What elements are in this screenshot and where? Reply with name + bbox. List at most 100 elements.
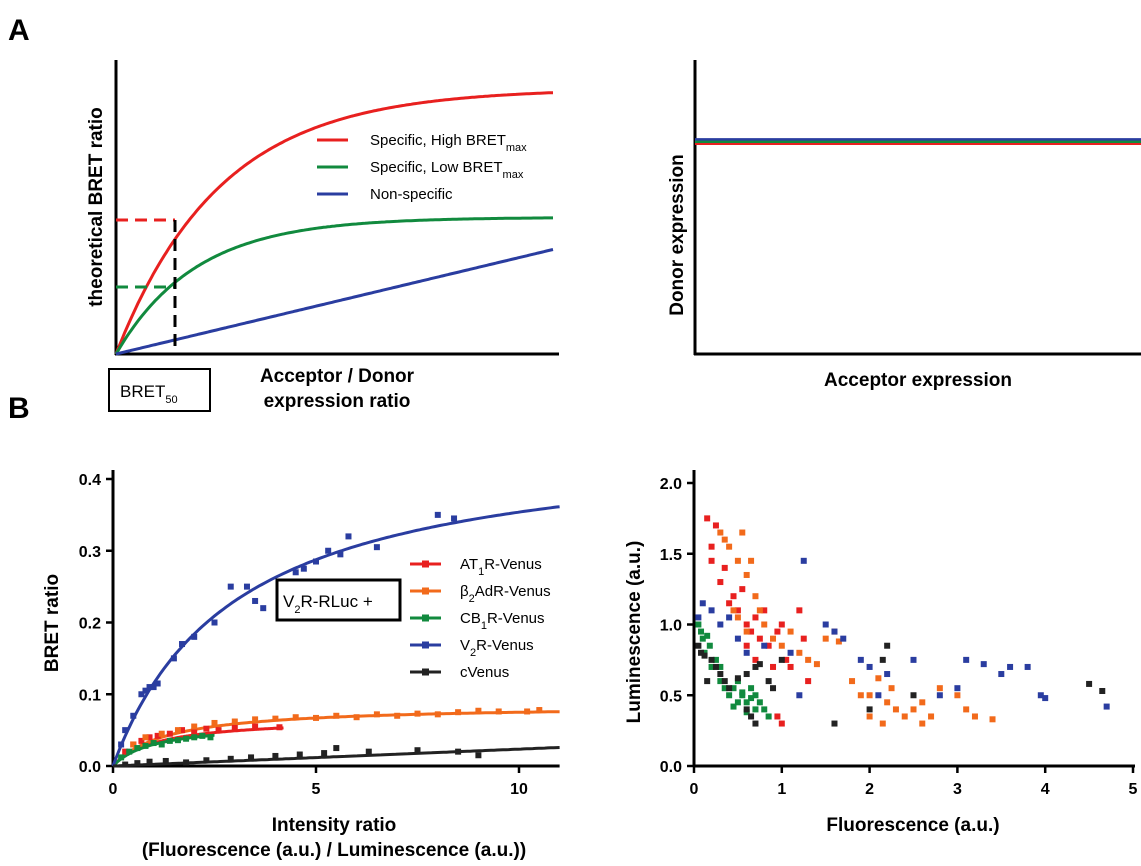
text-span: BRET xyxy=(120,382,165,401)
data-point xyxy=(260,605,267,612)
text-span: β xyxy=(460,583,469,600)
data-point xyxy=(730,703,737,710)
x-tick-label: 1 xyxy=(777,781,786,798)
data-point xyxy=(721,678,728,685)
data-point xyxy=(717,663,724,670)
data-point xyxy=(292,714,299,721)
data-point xyxy=(866,663,873,670)
data-point xyxy=(743,642,750,649)
data-point xyxy=(866,706,873,713)
data-point xyxy=(822,621,829,628)
data-point xyxy=(243,583,250,590)
data-point xyxy=(166,730,173,737)
data-point xyxy=(963,706,970,713)
data-point xyxy=(739,529,746,536)
data-point xyxy=(227,583,234,590)
data-point xyxy=(787,628,794,635)
data-point xyxy=(122,748,129,755)
data-point xyxy=(888,685,895,692)
legend-label: Specific, Low BRETmax xyxy=(370,159,524,181)
data-point xyxy=(191,633,198,640)
data-point xyxy=(699,600,706,607)
data-point xyxy=(919,699,926,706)
x-axis-title: Acceptor expression xyxy=(824,370,1012,391)
data-point xyxy=(849,678,856,685)
legend-marker xyxy=(422,641,429,649)
data-point xyxy=(536,707,543,714)
data-point xyxy=(765,713,772,720)
data-point xyxy=(752,614,759,621)
y-axis-title: Luminescence (a.u.) xyxy=(624,541,645,724)
data-point xyxy=(879,656,886,663)
curve-specific-low xyxy=(114,216,553,355)
data-point xyxy=(154,680,161,687)
y-axis-title: BRET ratio xyxy=(42,574,63,672)
data-point xyxy=(695,614,702,621)
data-point xyxy=(884,642,891,649)
data-point xyxy=(778,642,785,649)
data-point xyxy=(717,671,724,678)
y-tick-label: 0.1 xyxy=(79,687,101,704)
data-point xyxy=(227,755,234,762)
data-point xyxy=(142,742,149,749)
data-point xyxy=(300,565,307,572)
data-point xyxy=(333,712,340,719)
data-point xyxy=(698,628,705,635)
data-point xyxy=(730,593,737,600)
data-point xyxy=(215,727,222,734)
bret50-box xyxy=(108,368,211,412)
data-point xyxy=(1024,663,1031,670)
data-point xyxy=(1007,663,1014,670)
data-point xyxy=(414,747,421,754)
data-point xyxy=(936,685,943,692)
legend-marker xyxy=(422,560,429,568)
data-point xyxy=(706,642,713,649)
data-point xyxy=(207,734,214,741)
data-point xyxy=(726,543,733,550)
data-point xyxy=(1086,680,1093,687)
data-point xyxy=(1103,703,1110,710)
subscript: 2 xyxy=(294,604,300,616)
data-point xyxy=(734,557,741,564)
data-point xyxy=(150,740,157,747)
data-point xyxy=(158,741,165,748)
data-point xyxy=(734,675,741,682)
data-point xyxy=(146,758,153,765)
x-tick-label: 4 xyxy=(1041,781,1050,798)
subscript: 2 xyxy=(470,647,476,659)
data-point xyxy=(866,692,873,699)
data-point xyxy=(712,522,719,529)
data-point xyxy=(901,713,908,720)
data-point xyxy=(276,724,283,731)
data-point xyxy=(761,642,768,649)
text-span: V xyxy=(460,637,470,654)
data-point xyxy=(721,536,728,543)
data-point xyxy=(455,709,462,716)
data-point xyxy=(475,707,482,714)
data-point xyxy=(434,711,441,718)
fit-curve xyxy=(111,505,560,767)
data-point xyxy=(130,712,137,719)
data-point xyxy=(695,642,702,649)
data-point xyxy=(989,716,996,723)
data-point xyxy=(787,663,794,670)
text-span: Specific, Low BRET xyxy=(370,159,503,176)
data-point xyxy=(373,544,380,551)
x-tick-label: 10 xyxy=(510,781,528,798)
data-point xyxy=(980,661,987,668)
data-point xyxy=(730,685,737,692)
curve-specific-high xyxy=(114,91,553,355)
data-point xyxy=(158,730,165,737)
data-point xyxy=(313,558,319,565)
data-point xyxy=(333,745,340,752)
subscript: max xyxy=(503,169,524,181)
data-point xyxy=(272,715,279,722)
data-point xyxy=(835,638,842,645)
subscript: 1 xyxy=(478,566,484,578)
data-point xyxy=(743,699,750,706)
data-point xyxy=(708,663,715,670)
data-point xyxy=(805,656,812,663)
data-point xyxy=(248,754,255,761)
data-point xyxy=(783,656,790,663)
data-point xyxy=(787,649,794,656)
